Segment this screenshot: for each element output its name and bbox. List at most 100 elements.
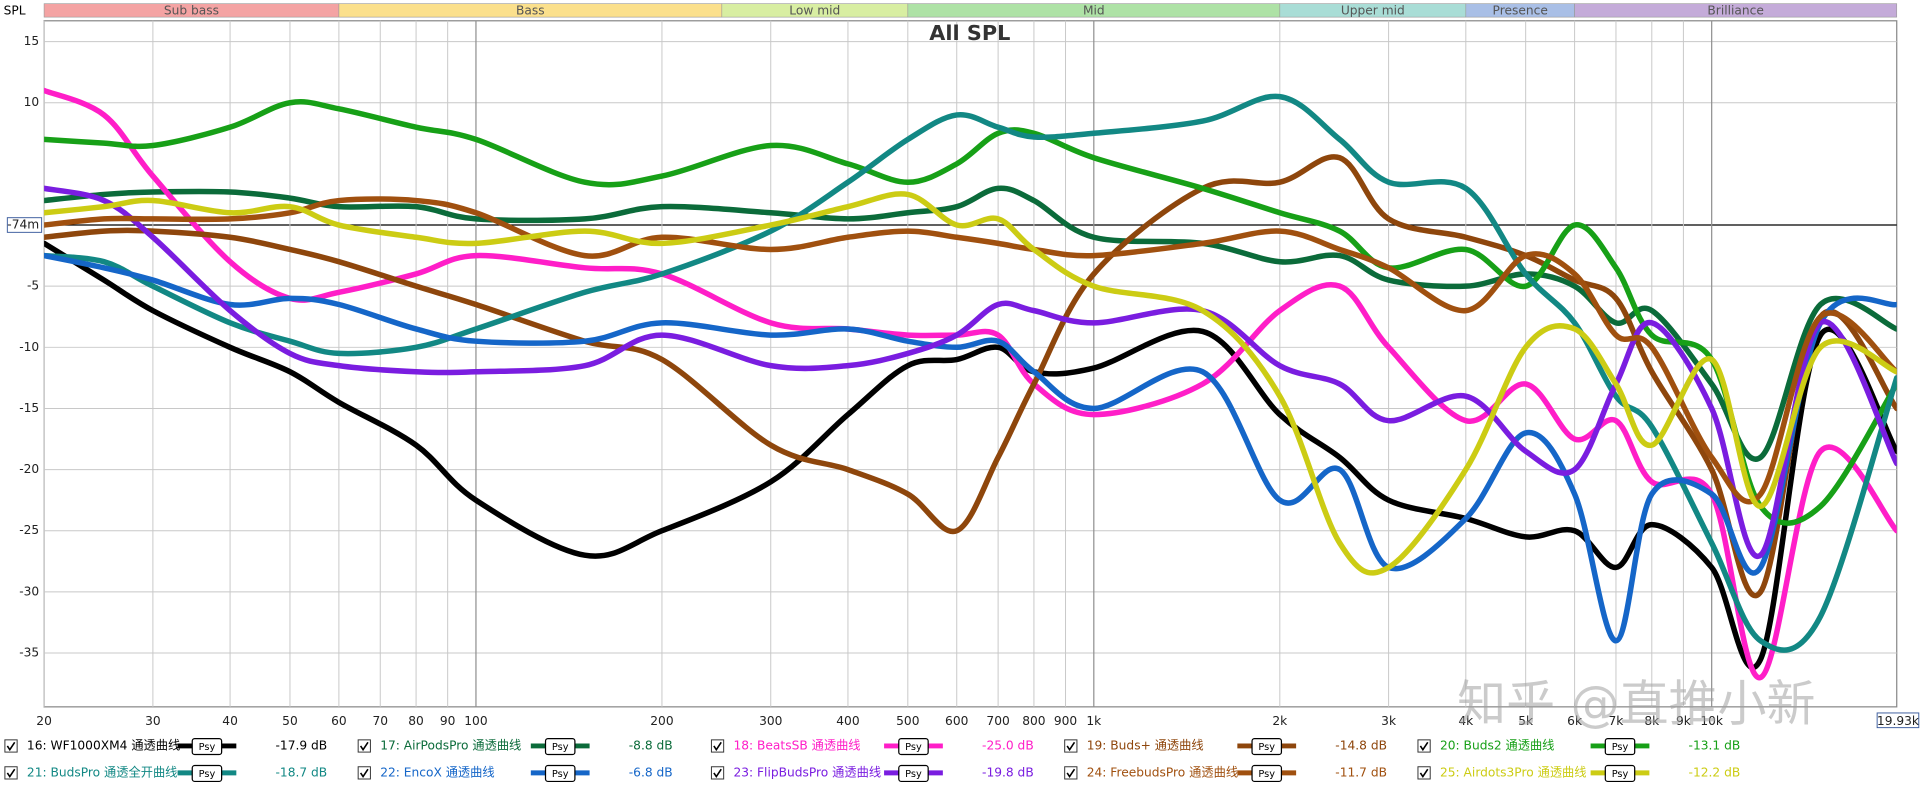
- x-tick-label: 900: [1054, 714, 1077, 728]
- button-label: Psy: [905, 769, 922, 780]
- checkbox-check: [6, 741, 16, 752]
- legend-entry: 22: EncoX 通透曲线 Psy -6.8 dB: [357, 764, 673, 783]
- button-label: Psy: [199, 769, 216, 780]
- y-tick-label: -30: [19, 584, 39, 598]
- legend-level: -8.8 dB: [629, 738, 673, 752]
- legend-checkbox[interactable]: [710, 766, 725, 780]
- smoothing-button[interactable]: Psy: [1604, 764, 1636, 783]
- checkbox-check: [1066, 768, 1076, 778]
- y-tick-box: [6, 217, 43, 233]
- checkbox-box: [710, 739, 725, 753]
- legend-checkbox[interactable]: [357, 766, 371, 780]
- y-tick-label: -5: [27, 279, 39, 293]
- legend-checkbox[interactable]: [1064, 766, 1078, 780]
- x-tick-label: 90: [440, 714, 456, 728]
- x-tick-label: 70: [372, 714, 388, 728]
- series-line: [44, 240, 1897, 671]
- legend-level: -25.0 dB: [982, 738, 1034, 752]
- legend-label: 18: BeatsSB 通透曲线: [733, 738, 860, 752]
- x-tick-label: 100: [464, 714, 487, 728]
- chart-title: All SPL: [929, 21, 1010, 45]
- smoothing-button[interactable]: Psy: [1251, 738, 1283, 756]
- series-line: [44, 185, 1897, 462]
- x-tick-label: 300: [759, 714, 782, 728]
- legend-entry: 20: Buds2 通透曲线 Psy -13.1 dB: [1417, 738, 1741, 756]
- smoothing-button[interactable]: Psy: [1251, 764, 1283, 783]
- x-tick-label: 30: [145, 714, 161, 728]
- x-tick-box: [1876, 712, 1920, 729]
- legend-entry: 25: Airdots3Pro 通透曲线 Psy -12.2 dB: [1417, 764, 1741, 783]
- legend-entry: 16: WF1000XM4 通透曲线 Psy -17.9 dB: [4, 738, 327, 756]
- button-box: [191, 764, 223, 783]
- smoothing-button[interactable]: Psy: [191, 764, 223, 783]
- x-tick-label: 1k: [1086, 714, 1102, 728]
- legend-checkbox[interactable]: [4, 766, 18, 780]
- legend-entry: 24: FreebudsPro 通透曲线 Psy -11.7 dB: [1064, 764, 1387, 783]
- legend-label: 25: Airdots3Pro 通透曲线: [1440, 765, 1587, 779]
- x-tick-label: 19.93k: [1877, 714, 1920, 728]
- plot-area: [43, 20, 1898, 708]
- button-box: [191, 738, 223, 756]
- button-label: Psy: [199, 742, 216, 753]
- band-label: Upper mid: [1341, 4, 1405, 18]
- checkbox-check: [713, 741, 722, 752]
- y-tick-label: -25: [19, 523, 39, 537]
- x-tick-label: 40: [222, 714, 238, 728]
- legend-checkbox[interactable]: [357, 739, 371, 753]
- legend-checkbox[interactable]: [1417, 766, 1431, 780]
- checkbox-box: [1417, 739, 1431, 753]
- x-tick-label: 600: [945, 714, 968, 728]
- smoothing-button[interactable]: Psy: [1604, 738, 1636, 756]
- legend-checkbox[interactable]: [1417, 739, 1431, 753]
- checkbox-box: [357, 739, 371, 753]
- x-tick-label: 6k: [1567, 714, 1583, 728]
- x-tick-label: 800: [1022, 714, 1045, 728]
- legend-level: -11.7 dB: [1335, 765, 1387, 779]
- smoothing-button[interactable]: Psy: [544, 738, 576, 756]
- button-box: [544, 738, 576, 756]
- button-box: [898, 738, 929, 756]
- checkbox-box: [1417, 766, 1431, 780]
- x-tick-label: 9k: [1676, 714, 1692, 728]
- checkbox-box: [4, 739, 18, 753]
- band-label: Mid: [1083, 4, 1105, 18]
- legend-checkbox[interactable]: [710, 739, 725, 753]
- y-tick-label: -15: [19, 401, 39, 415]
- legend-label: 24: FreebudsPro 通透曲线: [1087, 765, 1238, 779]
- series-line: [44, 252, 1897, 644]
- legend-checkbox[interactable]: [1064, 739, 1078, 753]
- x-tick-label: 7k: [1609, 714, 1625, 728]
- legend-level: -13.1 dB: [1689, 738, 1741, 752]
- checkbox-box: [4, 766, 18, 780]
- watermark: 知乎 @直推小新: [1457, 675, 1815, 732]
- smoothing-button[interactable]: Psy: [544, 764, 576, 783]
- legend-level: -12.2 dB: [1689, 765, 1741, 779]
- x-tick-label: 50: [282, 714, 298, 728]
- x-tick-label: 5k: [1518, 714, 1534, 728]
- legend-level: -18.7 dB: [276, 765, 328, 779]
- series-line: [44, 185, 1897, 560]
- y-tick-label: -74m: [7, 218, 39, 232]
- series-line: [44, 154, 1897, 599]
- legend-label: 22: EncoX 通透曲线: [380, 765, 494, 779]
- button-label: Psy: [552, 769, 569, 780]
- legend-checkbox[interactable]: [4, 739, 18, 753]
- x-tick-label: 200: [650, 714, 673, 728]
- x-tick-label: 60: [331, 714, 347, 728]
- checkbox-check: [6, 768, 16, 778]
- smoothing-button[interactable]: Psy: [898, 738, 929, 756]
- legend-label: 20: Buds2 通透曲线: [1440, 738, 1554, 752]
- x-tick-label: 20: [36, 714, 52, 728]
- series-line: [44, 196, 1897, 505]
- x-tick-label: 500: [896, 714, 919, 728]
- button-label: Psy: [1612, 769, 1629, 780]
- legend-label: 21: BudsPro 通透全开曲线: [27, 764, 177, 779]
- x-tick-label: 700: [986, 714, 1009, 728]
- legend-level: -19.8 dB: [982, 765, 1034, 779]
- smoothing-button[interactable]: Psy: [191, 738, 223, 756]
- y-tick-label: -10: [19, 340, 39, 354]
- y-axis-label: SPL: [4, 4, 26, 18]
- checkbox-check: [713, 768, 722, 778]
- smoothing-button[interactable]: Psy: [898, 764, 929, 783]
